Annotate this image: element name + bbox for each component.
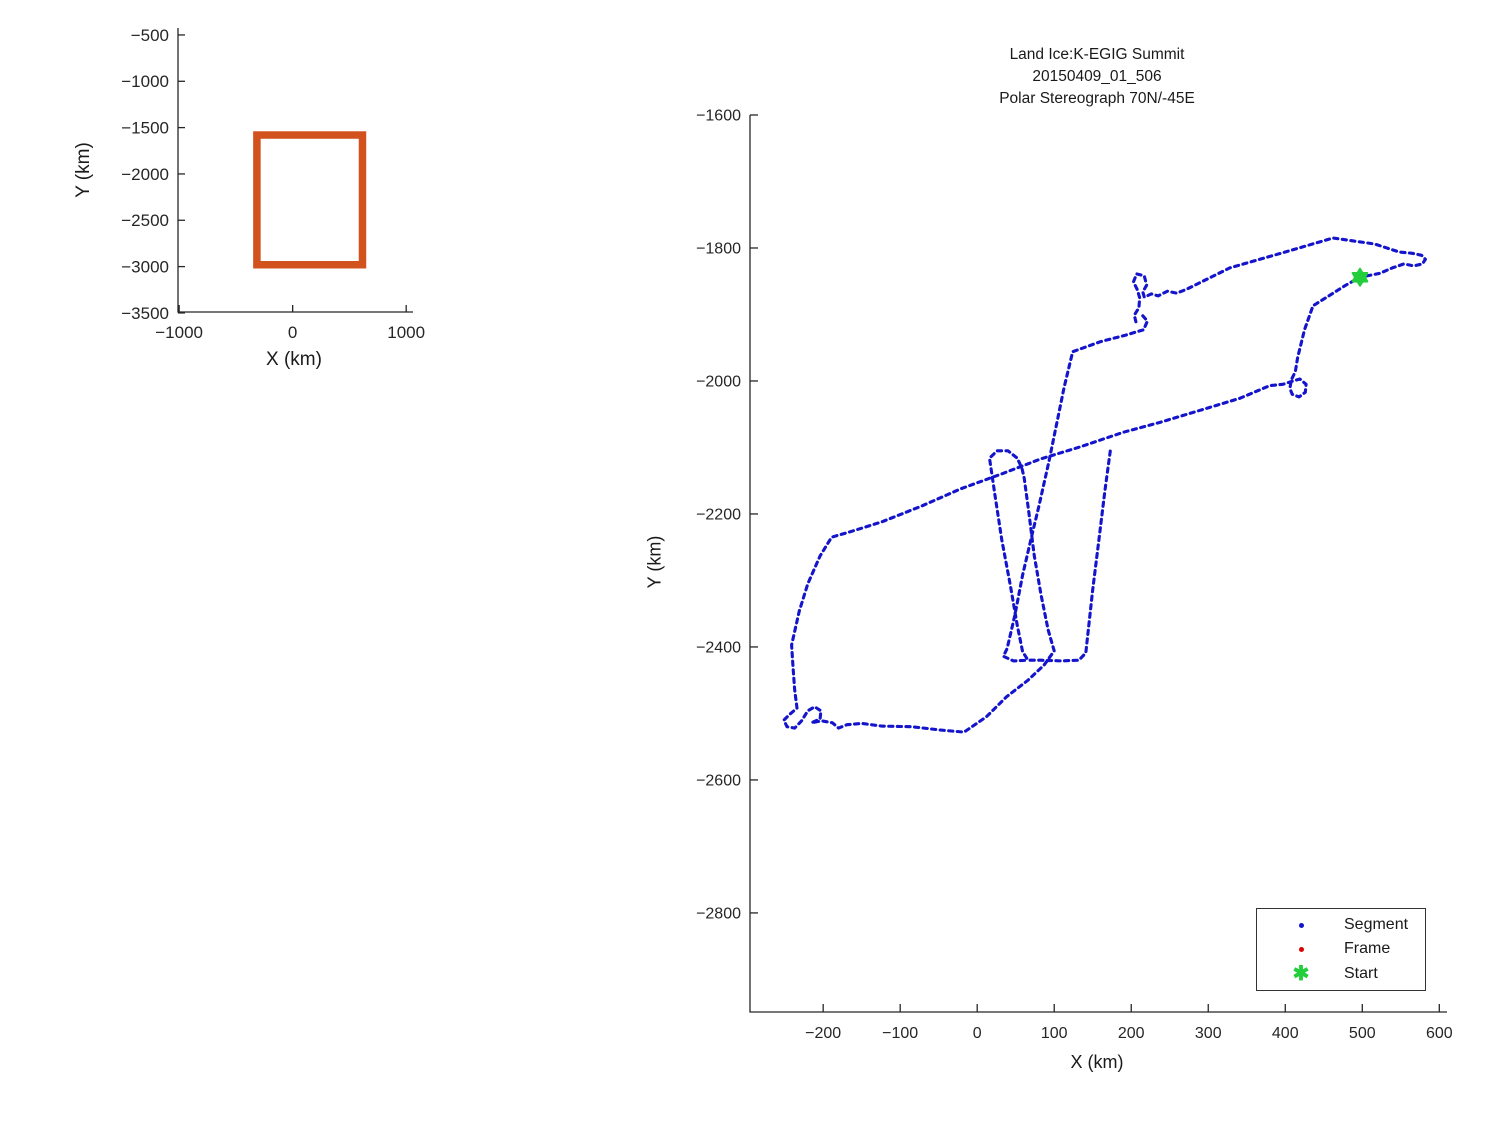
main-y-tick-label: −2800 [696,906,741,923]
main-x-tick-label: 100 [1041,1025,1068,1042]
legend-item-segment: Segment [1257,913,1425,937]
plot-title-line3: Polar Stereograph 70N/-45E [999,90,1195,107]
legend-label-start: Start [1344,964,1378,982]
main-x-tick-label: 600 [1426,1025,1453,1042]
main-x-tick-label: 300 [1195,1025,1222,1042]
legend-label-frame: Frame [1344,940,1391,958]
plot-title-line1: Land Ice:K-EGIG Summit [1009,46,1185,63]
legend-label-segment: Segment [1344,916,1409,934]
segment-dot-icon [1293,922,1309,928]
main-x-tick-label: −100 [882,1025,918,1042]
main-x-tick-label: −200 [805,1025,841,1042]
main-axis-spines [749,115,1447,1013]
frame-dot-icon [1293,946,1309,952]
main-y-tick-label: −2200 [696,507,741,524]
main-x-tick-label: 0 [973,1025,982,1042]
main-x-tick-label: 500 [1349,1025,1376,1042]
overview-x-tick-label: 1000 [387,323,425,342]
legend: Segment Frame ✱ Start [1256,908,1426,991]
overview-y-tick-label: −1000 [121,72,169,91]
overview-y-axis-label: Y (km) [73,142,94,198]
segment-track-main-path [782,236,1427,734]
overview-x-tick-label: −1000 [155,323,203,342]
main-y-axis-label: Y (km) [644,535,665,589]
overview-y-tick-label: −500 [131,26,169,45]
overview-x-axis-label: X (km) [266,349,322,370]
main-x-axis-label: X (km) [1070,1052,1124,1072]
overview-y-tick-label: −2500 [121,211,169,230]
overview-y-tick-label: −1500 [121,119,169,138]
main-x-tick-label: 400 [1272,1025,1299,1042]
overview-y-tick-label: −3500 [121,304,169,323]
segment-track-ramp-path [1001,314,1149,663]
legend-item-frame: Frame [1257,937,1425,961]
start-marker [1351,267,1369,287]
flight-bounding-box-rect [253,131,367,269]
main-y-tick-label: −2600 [696,773,741,790]
overview-x-tick-label: 0 [288,323,297,342]
plot-title-line2: 20150409_01_506 [1032,68,1162,85]
main-y-tick-label: −2000 [696,374,741,391]
start-hexagram-icon: ✱ [1292,962,1310,985]
main-y-tick-label: −1800 [696,241,741,258]
overview-axis-spines [177,28,413,313]
legend-item-start: ✱ Start [1257,962,1425,986]
overview-y-tick-label: −3000 [121,258,169,277]
main-y-tick-label: −2400 [696,640,741,657]
main-x-tick-label: 200 [1118,1025,1145,1042]
main-y-tick-label: −1600 [696,108,741,125]
plot-title: Land Ice:K-EGIG Summit 20150409_01_506 P… [897,44,1297,110]
overview-y-tick-label: −2000 [121,165,169,184]
